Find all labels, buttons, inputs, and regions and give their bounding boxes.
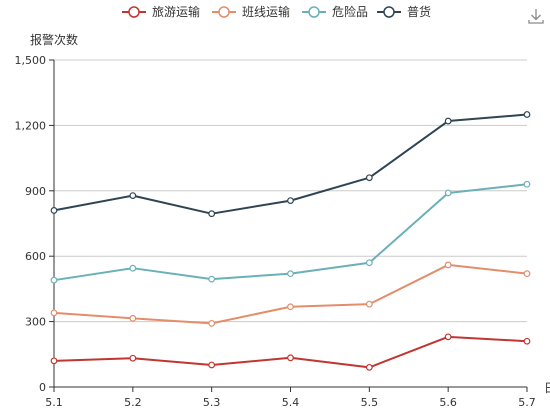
data-point[interactable] (523, 180, 531, 188)
x-tick-label: 5.4 (282, 396, 300, 409)
data-point[interactable] (208, 275, 216, 283)
data-point[interactable] (523, 270, 531, 278)
legend-swatch-marker (128, 6, 140, 18)
y-tick-label: 0 (39, 381, 46, 394)
data-point[interactable] (129, 314, 137, 322)
data-point[interactable] (50, 276, 58, 284)
x-tick-label: 5.7 (518, 396, 536, 409)
series-line (50, 333, 531, 371)
legend-item[interactable]: 危险品 (302, 4, 368, 19)
data-point[interactable] (50, 207, 58, 214)
series-group (50, 111, 531, 371)
data-point[interactable] (208, 210, 216, 218)
data-point[interactable] (444, 261, 452, 269)
legend-swatch-marker (218, 6, 230, 18)
y-tick-labels: 0 300 600 900 1,200 1,500 (15, 54, 54, 394)
legend-label: 普货 (407, 4, 431, 19)
legend-item[interactable]: 旅游运输 (122, 4, 200, 19)
y-tick-label: 300 (25, 316, 46, 329)
x-axis-title: 日 (544, 381, 550, 395)
x-tick-label: 5.2 (124, 396, 142, 409)
data-point[interactable] (444, 333, 452, 341)
y-tick-label: 1,200 (15, 119, 47, 132)
data-point[interactable] (523, 111, 531, 118)
data-point[interactable] (365, 174, 373, 182)
grid-lines (54, 59, 527, 323)
x-tick-label: 5.6 (439, 396, 457, 409)
data-point[interactable] (129, 264, 137, 272)
legend-label: 班线运输 (242, 4, 290, 19)
data-point[interactable] (365, 259, 373, 267)
y-axis-title: 报警次数 (30, 32, 78, 47)
series-line (50, 180, 531, 284)
series-path (53, 335, 528, 369)
series-line (50, 111, 531, 218)
series-line (50, 261, 531, 327)
data-point[interactable] (208, 319, 216, 327)
x-tick-label: 5.3 (203, 396, 221, 409)
legend-swatch-marker (308, 6, 320, 18)
legend: 旅游运输 班线运输 危险品 普货 (122, 4, 431, 19)
data-point[interactable] (287, 303, 294, 311)
legend-label: 危险品 (332, 4, 368, 19)
y-tick-label: 600 (25, 250, 46, 263)
legend-label: 旅游运输 (152, 4, 200, 19)
data-point[interactable] (444, 117, 452, 125)
x-tick-label: 5.5 (361, 396, 379, 409)
y-tick-label: 900 (25, 185, 46, 198)
x-tick-labels: 5.1 5.2 5.3 5.4 5.5 5.6 5.7 (45, 387, 536, 409)
download-icon[interactable] (527, 7, 545, 25)
data-point[interactable] (287, 354, 294, 362)
legend-item[interactable]: 普货 (377, 4, 431, 19)
x-tick-label: 5.1 (45, 396, 63, 409)
legend-item[interactable]: 班线运输 (212, 4, 290, 19)
data-point[interactable] (523, 337, 531, 345)
legend-swatch-marker (383, 6, 395, 18)
y-tick-label: 1,500 (15, 54, 47, 67)
data-point[interactable] (287, 270, 294, 278)
data-point[interactable] (50, 357, 58, 365)
data-point[interactable] (444, 189, 452, 197)
data-point[interactable] (129, 354, 137, 362)
data-point[interactable] (50, 309, 58, 317)
data-point[interactable] (287, 197, 294, 205)
data-point[interactable] (365, 363, 373, 371)
data-point[interactable] (208, 361, 216, 369)
data-point[interactable] (365, 300, 373, 308)
data-point[interactable] (129, 192, 137, 199)
